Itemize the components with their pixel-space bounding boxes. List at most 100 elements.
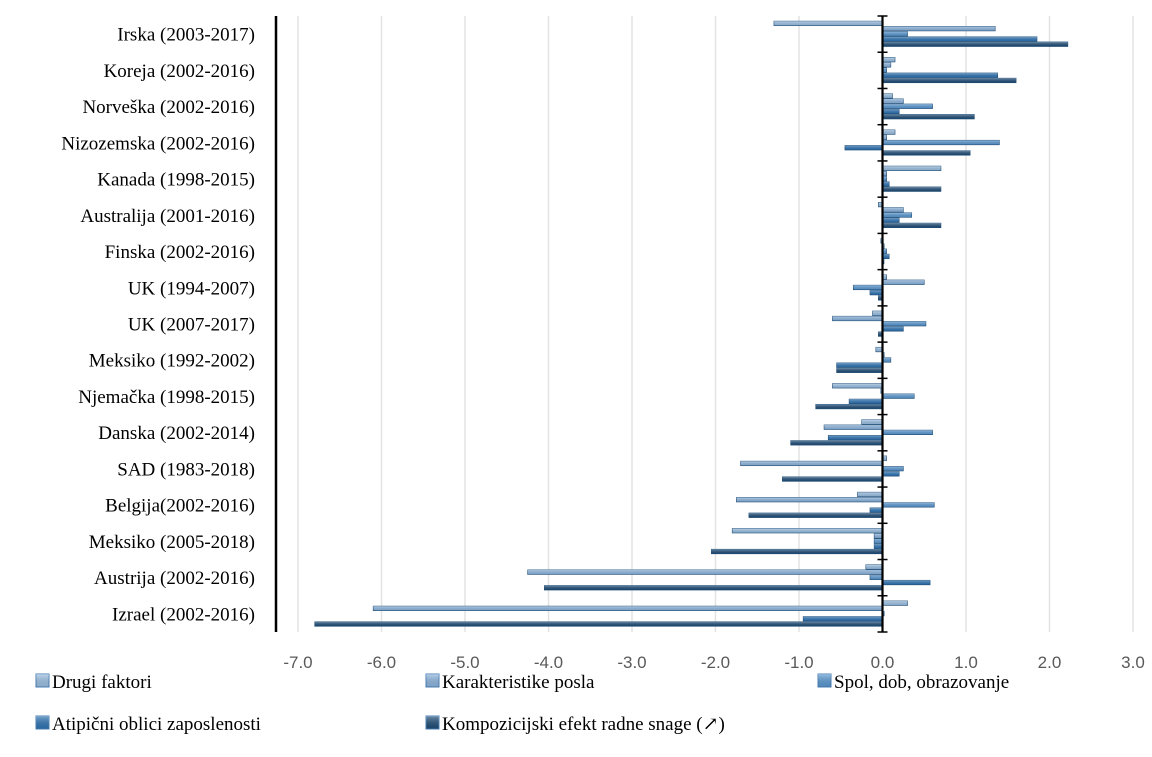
bar-shade: [869, 575, 883, 580]
bar-shade: [882, 455, 887, 461]
bar-shade: [882, 36, 1037, 42]
bar-shade: [882, 57, 896, 62]
bar-shade: [782, 476, 883, 482]
bar-shade: [882, 430, 933, 435]
bars: [314, 20, 1069, 627]
bar-shade: [803, 616, 883, 622]
bar-shade: [373, 606, 883, 611]
category-label: Danska (2002-2014): [98, 423, 255, 444]
bar-shade: [857, 492, 883, 497]
bar-shade: [314, 621, 883, 627]
legend-label: Kompozicijski efekt radne snage (↗): [442, 714, 725, 735]
bar-shade: [882, 26, 996, 31]
category-label: Belgija(2002-2016): [105, 496, 255, 517]
bar-shade: [882, 41, 1068, 47]
category-label: SAD (1983-2018): [117, 459, 255, 480]
bar-shade: [882, 114, 975, 119]
x-tick-label: 1.0: [954, 653, 978, 672]
legend: Drugi faktori Karakteristike posla Spol, d…: [35, 672, 1009, 735]
x-tick-label: -4.0: [534, 653, 563, 672]
legend-swatch-shade: [426, 674, 439, 687]
category-label: Nizozemska (2002-2016): [61, 133, 255, 154]
bar-shade: [732, 528, 883, 534]
category-label: Austrija (2002-2016): [94, 568, 255, 589]
bar-shade: [882, 207, 904, 213]
bar-shade: [882, 466, 904, 471]
bar-shade: [773, 21, 883, 26]
bar-shade: [882, 135, 887, 140]
bar-shade: [882, 326, 904, 332]
bar-shade: [882, 72, 998, 78]
category-label: Finska (2002-2016): [105, 242, 255, 263]
x-tick-label: -3.0: [617, 653, 646, 672]
bar-shade: [878, 331, 883, 337]
axes: [274, 15, 888, 633]
category-label: Izrael (2002-2016): [112, 604, 255, 625]
x-tick-label: -5.0: [450, 653, 479, 672]
bar-shade: [878, 202, 883, 207]
bar-shade: [832, 383, 883, 389]
legend-swatch-shade: [36, 716, 49, 729]
bar-shade: [836, 362, 883, 368]
legend-swatch-shade: [818, 674, 831, 687]
bar-shade: [882, 186, 941, 192]
bar-shade: [882, 274, 887, 280]
bar-shade: [736, 497, 883, 502]
bar-shade: [711, 549, 883, 554]
bar-shade: [882, 103, 933, 109]
bar-shade: [882, 212, 912, 218]
bar-shade: [882, 502, 935, 508]
bar-shade: [828, 435, 883, 440]
bar-shade: [748, 512, 883, 518]
bar-shade: [878, 295, 883, 301]
bar-shade: [527, 569, 883, 575]
bar-shade: [882, 279, 925, 285]
x-tick-label: -7.0: [283, 653, 312, 672]
bar-shade: [824, 424, 883, 430]
legend-label: Atipični oblici zaposlenosti: [52, 714, 261, 735]
bar-shade: [882, 78, 1017, 83]
category-label: Meksiko (2005-2018): [89, 532, 255, 553]
bar-shade: [882, 181, 890, 187]
bar-shade: [875, 347, 883, 352]
grid: [297, 16, 1134, 632]
bar-shade: [865, 564, 883, 570]
bar-shade: [869, 507, 883, 513]
bar-shade: [874, 544, 883, 549]
category-label: UK (1994-2007): [128, 278, 255, 299]
bar-shade: [853, 285, 883, 290]
bar-shade: [740, 461, 883, 466]
bar-shade: [882, 98, 904, 104]
bar-shade: [882, 176, 887, 182]
x-tick-label: 0.0: [871, 653, 895, 672]
category-label: Australija (2001-2016): [80, 206, 255, 227]
bar-shade: [882, 62, 891, 68]
bar-shade: [882, 150, 971, 156]
bar-shade: [882, 31, 908, 37]
bar-shade: [882, 93, 893, 99]
legend-swatch-shade: [426, 716, 439, 729]
bar-shade: [882, 248, 887, 254]
bar-shade: [815, 404, 883, 409]
x-tick-label: -1.0: [784, 653, 813, 672]
bar-shade: [882, 166, 941, 171]
category-label: Kanada (1998-2015): [97, 170, 255, 191]
bar-shade: [882, 580, 931, 585]
bar-shade: [882, 129, 896, 135]
x-tick-label: -2.0: [701, 653, 730, 672]
bar-shade: [544, 585, 883, 591]
x-tick-label: 2.0: [1038, 653, 1062, 672]
bar-shade: [882, 393, 915, 399]
x-tick-label: -6.0: [367, 653, 396, 672]
category-label: Koreja (2002-2016): [104, 61, 255, 82]
bar-shade: [882, 140, 1000, 145]
legend-label: Drugi faktori: [52, 672, 152, 693]
category-label: Norveška (2002-2016): [82, 97, 255, 118]
category-label: UK (2007-2017): [128, 315, 255, 336]
bar-shade: [874, 533, 883, 539]
labels: -7.0 -6.0 -5.0 -4.0 -3.0 -2.0 -1.0 0.0 1.0 2.0 3.0…: [61, 25, 1144, 672]
bar-shade: [849, 399, 883, 404]
legend-label: Karakteristike posla: [442, 672, 595, 693]
